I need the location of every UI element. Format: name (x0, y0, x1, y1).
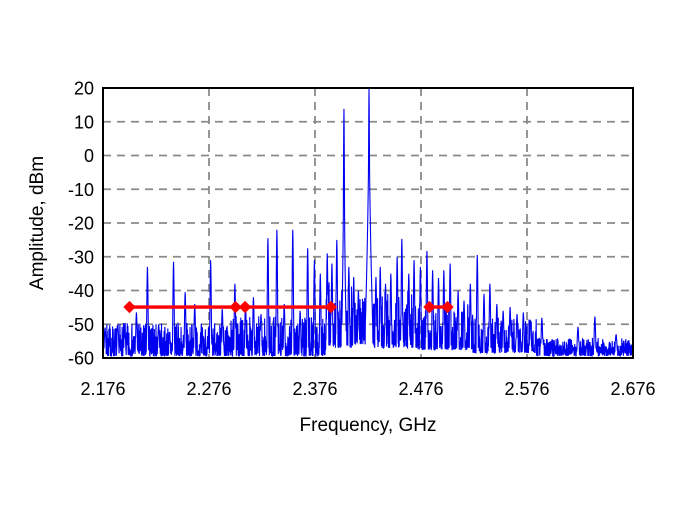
x-tick-label: 2.276 (186, 379, 231, 399)
y-tick-label: 10 (74, 112, 94, 132)
y-tick-label: -40 (68, 281, 94, 301)
y-axis-title: Amplitude, dBm (27, 156, 48, 290)
y-tick-label: 0 (84, 146, 94, 166)
diamond-marker (324, 300, 338, 314)
spectrum-trace-group (103, 88, 633, 358)
diamond-marker (238, 300, 252, 314)
x-tick-label: 2.176 (80, 379, 125, 399)
diamond-marker (123, 300, 136, 314)
y-tick-label: -10 (68, 180, 94, 200)
diamond-marker (229, 300, 242, 314)
y-tick-label: -60 (68, 349, 94, 369)
x-tick-label: 2.676 (610, 379, 655, 399)
diamond-marker (423, 300, 436, 314)
x-axis-tick-labels: 2.176 2.276 2.376 2.476 2.576 2.676 (80, 379, 655, 399)
y-tick-label: -20 (68, 214, 94, 234)
x-tick-label: 2.476 (398, 379, 443, 399)
x-tick-label: 2.576 (504, 379, 549, 399)
spectrum-trace (103, 88, 633, 358)
y-tick-label: -50 (68, 315, 94, 335)
marker-series-group (123, 300, 454, 314)
y-tick-label: -30 (68, 247, 94, 267)
y-axis-tick-labels: 20 10 0 -10 -20 -30 -40 -50 -60 (68, 79, 94, 369)
x-tick-label: 2.376 (292, 379, 337, 399)
y-tick-label: 20 (74, 79, 94, 99)
x-axis-title: Frequency, GHz (300, 415, 437, 436)
plot-frame (102, 87, 634, 359)
diamond-marker (441, 300, 454, 314)
gridlines (103, 88, 633, 358)
